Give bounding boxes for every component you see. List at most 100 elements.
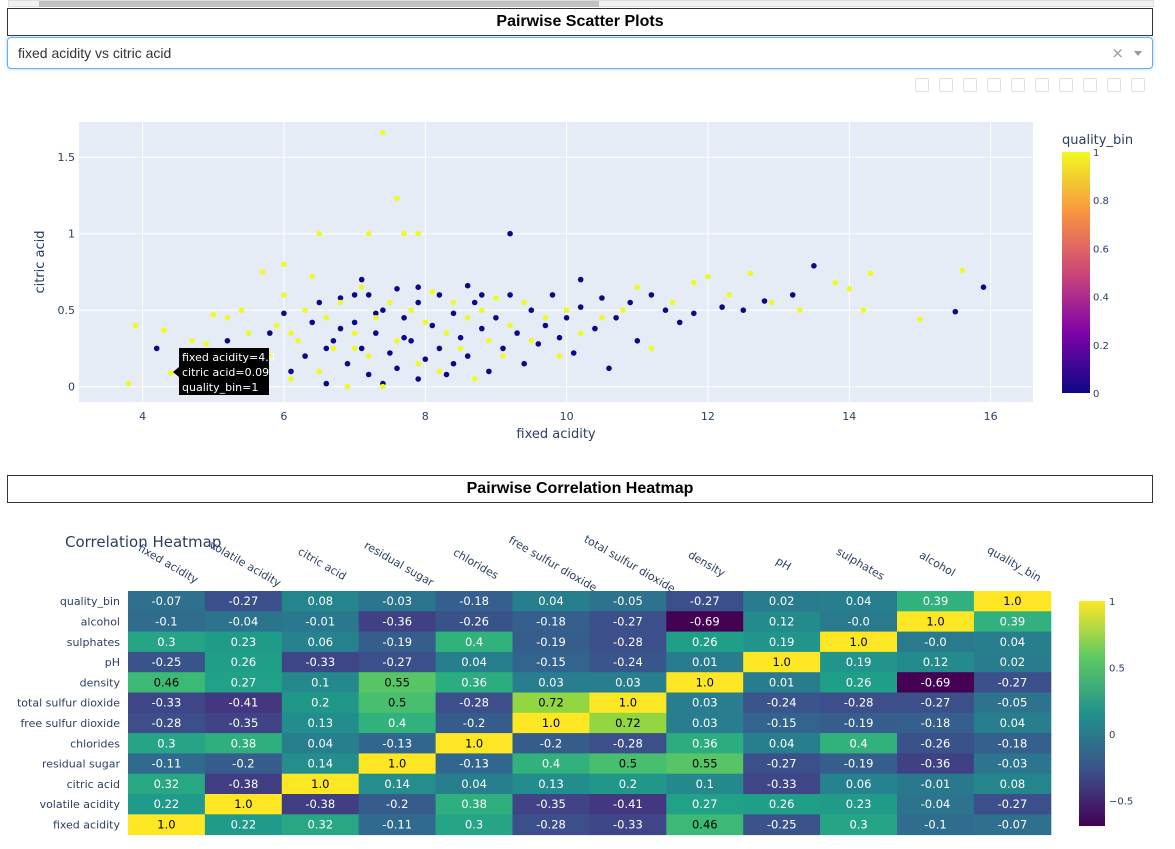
scatter-point[interactable]: [486, 338, 492, 344]
scatter-point[interactable]: [768, 299, 775, 306]
heatmap-cell[interactable]: [743, 794, 821, 815]
scrollbar-thumb[interactable]: [39, 1, 599, 7]
heatmap-cell[interactable]: [897, 692, 975, 714]
heatmap-cell[interactable]: [743, 631, 821, 653]
scatter-point[interactable]: [457, 345, 464, 352]
zoom-out-icon[interactable]: [1059, 78, 1073, 92]
heatmap-cell[interactable]: [358, 672, 437, 693]
scatter-point[interactable]: [387, 350, 393, 356]
scatter-point[interactable]: [627, 299, 633, 306]
heatmap-cell[interactable]: [358, 651, 437, 673]
heatmap-cell[interactable]: [589, 794, 667, 815]
heatmap-cell[interactable]: [973, 651, 1052, 673]
scatter-point[interactable]: [493, 315, 499, 321]
heatmap-cell[interactable]: [589, 591, 667, 612]
heatmap-cell[interactable]: [358, 814, 437, 836]
heatmap-cell[interactable]: [128, 672, 206, 693]
scatter-point[interactable]: [832, 279, 838, 286]
heatmap-cell[interactable]: [666, 753, 744, 775]
heatmap-cell[interactable]: [128, 733, 206, 754]
heatmap-cell[interactable]: [820, 794, 898, 815]
scatter-point[interactable]: [224, 315, 231, 321]
scatter-point[interactable]: [549, 292, 556, 298]
scatter-point[interactable]: [380, 383, 386, 390]
heatmap-cell[interactable]: [435, 692, 513, 714]
heatmap-cell[interactable]: [820, 692, 898, 714]
heatmap-cell[interactable]: [204, 733, 283, 754]
heatmap-cell[interactable]: [973, 631, 1052, 653]
heatmap-cell[interactable]: [204, 651, 283, 673]
scatter-point[interactable]: [245, 330, 252, 336]
box-select-icon[interactable]: [987, 78, 1001, 92]
scatter-point[interactable]: [500, 345, 506, 352]
scatter-point[interactable]: [415, 360, 422, 367]
scatter-point[interactable]: [740, 307, 747, 313]
heatmap-cell[interactable]: [666, 651, 744, 673]
scatter-point[interactable]: [514, 330, 520, 336]
heatmap-cell[interactable]: [973, 712, 1052, 734]
scatter-point[interactable]: [373, 330, 379, 336]
heatmap-cell[interactable]: [743, 611, 821, 633]
heatmap-cell[interactable]: [128, 611, 206, 633]
scatter-point[interactable]: [747, 270, 754, 277]
heatmap-cell[interactable]: [512, 651, 590, 673]
heatmap-cell[interactable]: [435, 753, 513, 775]
scatter-point[interactable]: [479, 325, 485, 332]
heatmap-cell[interactable]: [128, 814, 206, 836]
heatmap-cell[interactable]: [666, 712, 744, 734]
scatter-point[interactable]: [528, 338, 535, 344]
scatter-point[interactable]: [415, 299, 422, 306]
scatter-point[interactable]: [337, 299, 344, 306]
heatmap-cell[interactable]: [435, 794, 513, 815]
scatter-point[interactable]: [358, 284, 365, 290]
heatmap-cell[interactable]: [897, 591, 975, 612]
heatmap-cell[interactable]: [204, 773, 283, 795]
heatmap-cell[interactable]: [358, 773, 437, 795]
scatter-point[interactable]: [358, 276, 365, 283]
heatmap-cell[interactable]: [204, 672, 283, 693]
scatter-point[interactable]: [351, 345, 358, 352]
scatter-point[interactable]: [316, 368, 323, 375]
heatmap-cell[interactable]: [435, 712, 513, 734]
scatter-point[interactable]: [274, 322, 280, 329]
heatmap-cell[interactable]: [435, 733, 513, 754]
scatter-point[interactable]: [507, 292, 513, 298]
heatmap-cell[interactable]: [820, 814, 898, 836]
scatter-point[interactable]: [952, 308, 959, 315]
scatter-point[interactable]: [662, 307, 669, 313]
heatmap-cell[interactable]: [512, 631, 590, 653]
scatter-point[interactable]: [281, 292, 287, 298]
heatmap-cell[interactable]: [435, 611, 513, 633]
scatter-point[interactable]: [344, 360, 351, 367]
scatter-point[interactable]: [570, 350, 577, 356]
scatter-point[interactable]: [577, 304, 584, 310]
scatter-point[interactable]: [401, 315, 407, 321]
scatter-point[interactable]: [351, 330, 358, 336]
scatter-point[interactable]: [394, 338, 400, 344]
heatmap-cell[interactable]: [897, 611, 975, 633]
heatmap-cell[interactable]: [820, 733, 898, 754]
heatmap-cell[interactable]: [204, 631, 283, 653]
heatmap-cell[interactable]: [973, 611, 1052, 633]
scatter-point[interactable]: [464, 315, 471, 321]
heatmap-cell[interactable]: [589, 753, 667, 775]
scatter-point[interactable]: [669, 299, 676, 306]
heatmap-cell[interactable]: [204, 753, 283, 775]
scatter-point[interactable]: [288, 376, 294, 382]
heatmap-cell[interactable]: [435, 631, 513, 653]
heatmap-cell[interactable]: [589, 651, 667, 673]
heatmap-cell[interactable]: [589, 733, 667, 754]
scatter-point[interactable]: [330, 338, 337, 344]
scatter-point[interactable]: [365, 371, 372, 378]
heatmap-cell[interactable]: [897, 794, 975, 815]
scatter-point[interactable]: [422, 319, 429, 326]
scatter-point[interactable]: [309, 319, 316, 326]
scatter-point[interactable]: [259, 269, 266, 275]
scatter-point[interactable]: [323, 315, 330, 321]
heatmap-cell[interactable]: [743, 591, 821, 612]
heatmap-cell[interactable]: [666, 794, 744, 815]
lasso-icon[interactable]: [1011, 78, 1025, 92]
scatter-point[interactable]: [521, 299, 527, 306]
scatter-point[interactable]: [161, 327, 167, 333]
